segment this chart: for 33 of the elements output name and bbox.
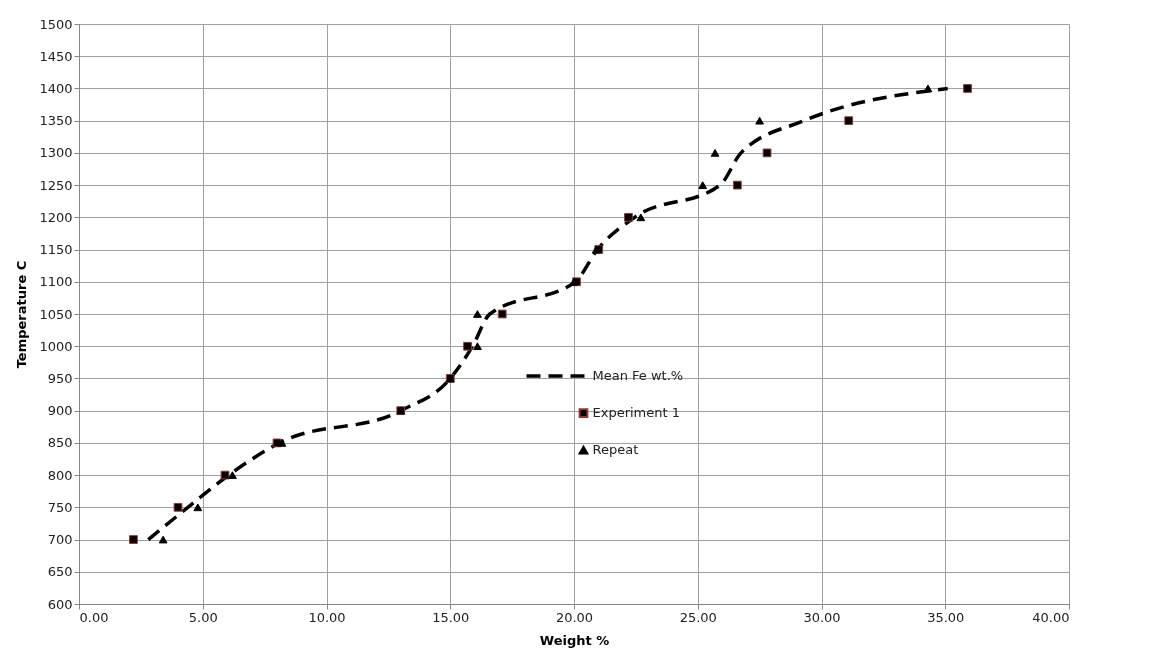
x-tick-label: 10.00 [308,609,346,625]
y-tick-label: 1350 [39,113,73,129]
legend-label: Experiment 1 [592,405,680,421]
y-tick-label: 850 [47,435,73,451]
y-tick-label: 1450 [39,48,73,64]
x-tick-label: 40.00 [1032,609,1070,625]
y-tick-label: 1150 [39,242,73,258]
y-tick-label: 600 [47,596,73,612]
y-tick-label: 1200 [39,209,73,225]
y-tick-label: 1000 [39,338,73,354]
y-tick-label: 800 [47,467,73,483]
x-tick-label: 5.00 [188,609,218,625]
x-tick-label: 15.00 [432,609,470,625]
x-tick-label: 20.00 [555,609,594,625]
y-tick-label: 650 [47,564,73,580]
x-tick-label: 30.00 [803,609,841,625]
x-tick-label: 0.00 [79,609,109,625]
y-axis-title: Temperature C [14,260,30,369]
legend-label: Repeat [592,442,639,458]
y-tick-label: 1500 [39,16,73,32]
y-tick-label: 1100 [39,274,73,290]
y-tick-label: 1300 [39,145,73,161]
x-tick-label: 25.00 [679,609,717,625]
y-tick-label: 1250 [39,177,73,193]
y-tick-label: 1400 [39,80,73,96]
y-tick-label: 700 [47,532,73,548]
x-axis-title: Weight % [539,632,610,648]
legend-label: Mean Fe wt.% [592,368,684,384]
y-tick-label: 950 [47,370,73,386]
y-tick-label: 1050 [39,306,73,322]
y-tick-label: 750 [47,499,73,515]
x-tick-label: 35.00 [927,609,965,625]
y-tick-label: 900 [47,403,73,419]
